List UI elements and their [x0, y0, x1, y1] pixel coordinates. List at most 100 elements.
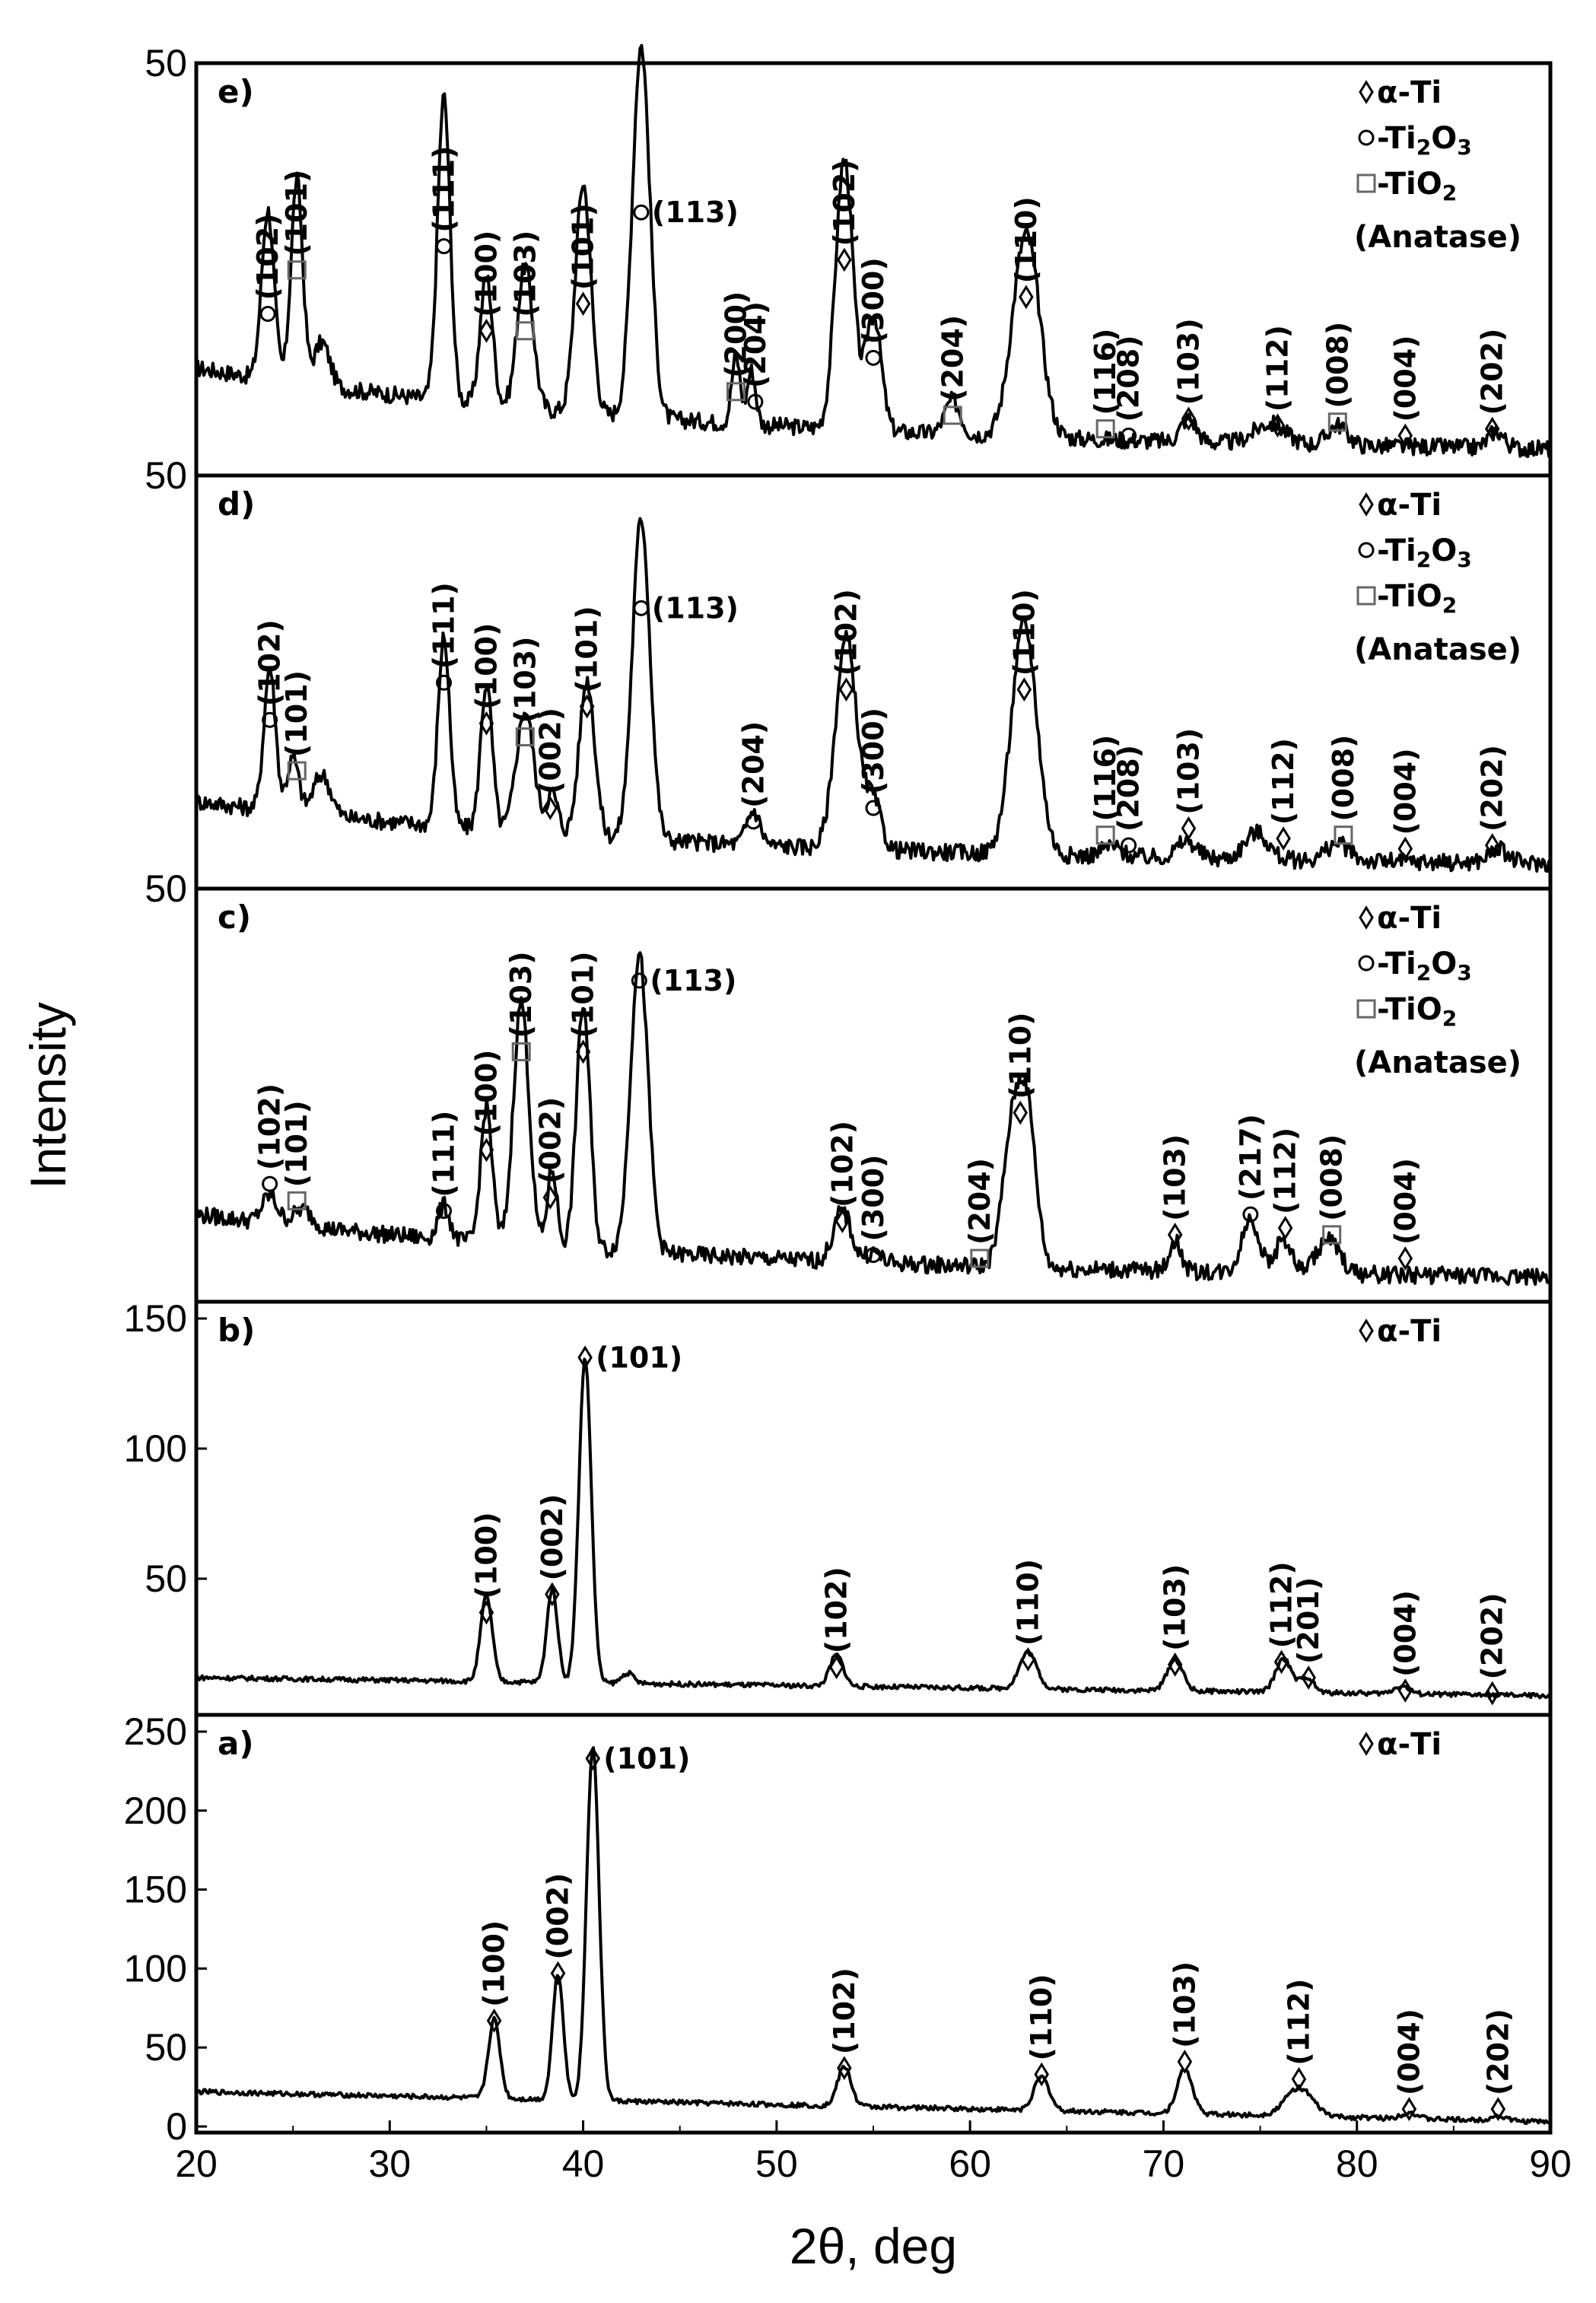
diamond-marker — [1016, 677, 1032, 702]
diamond-marker — [1401, 2097, 1417, 2122]
peak-annotation: (101) — [567, 203, 600, 317]
peak-annotation: (102) — [253, 619, 287, 728]
diamond-marker — [550, 1961, 566, 1986]
x-tick-label: 20 — [175, 2142, 218, 2185]
circle-marker — [633, 600, 650, 616]
peak-annotation: (103) — [1159, 1134, 1192, 1247]
peak-hkl-label: (111) — [427, 1111, 460, 1198]
legend-diamond-icon — [1359, 905, 1374, 930]
square-marker — [287, 260, 307, 280]
legend-alpha-ti: α-Ti — [1377, 488, 1442, 523]
peak-annotation: (204) — [736, 721, 770, 830]
peak-annotation: (008) — [1327, 735, 1360, 845]
peak-hkl-label: (113) — [650, 964, 736, 997]
peak-annotation: (102) — [828, 159, 861, 272]
peak-annotation: (202) — [1476, 1592, 1509, 1706]
peak-hkl-label: (100) — [478, 1920, 511, 2007]
peak-annotation: (002) — [533, 708, 567, 820]
peak-annotation: (111) — [427, 582, 460, 691]
square-marker — [287, 761, 307, 781]
peak-annotation: (100) — [469, 1512, 503, 1625]
peak-hkl-label: (112) — [1269, 1128, 1302, 1214]
peak-hkl-label: (200) — [719, 291, 752, 378]
legend-alpha-ti: α-Ti — [1377, 1314, 1442, 1349]
y-tick-label: 250 — [124, 1710, 187, 1753]
peak-annotation: (100) — [478, 1920, 511, 2033]
peak-hkl-label: (100) — [469, 1049, 503, 1136]
peak-annotation: (113) — [633, 591, 739, 625]
peak-hkl-label: (112) — [1265, 1561, 1299, 1648]
peak-hkl-label: (110) — [1011, 1559, 1044, 1646]
peak-annotation: (103) — [1168, 1961, 1201, 2074]
diamond-marker — [1397, 836, 1413, 861]
y-tick-label: 100 — [124, 1947, 187, 1990]
peak-hkl-label: (102) — [825, 1121, 859, 1207]
panel-label: c) — [218, 899, 251, 936]
circle-marker — [631, 972, 647, 989]
peak-annotation: (111) — [427, 1111, 460, 1220]
y-axis-title: Intensity — [20, 1002, 76, 1189]
diamond-marker — [478, 1600, 494, 1625]
peak-hkl-label: (004) — [1388, 1158, 1422, 1245]
circle-marker — [1242, 1206, 1259, 1223]
legend-ti2o3: -Ti2O3 — [1377, 533, 1472, 572]
x-tick-label: 70 — [1143, 2142, 1185, 2185]
peak-hkl-label: (008) — [1321, 322, 1354, 409]
square-marker — [1322, 1225, 1342, 1245]
peak-hkl-label: (100) — [469, 623, 503, 710]
peak-hkl-label: (102) — [253, 619, 287, 706]
spectrum-trace — [195, 517, 1552, 873]
peak-annotation: (103) — [1159, 1564, 1192, 1677]
peak-annotation: (002) — [533, 1097, 567, 1210]
y-tick-label: 50 — [145, 42, 187, 84]
diamond-marker — [1276, 826, 1291, 851]
y-tick-label: 50 — [145, 2026, 187, 2069]
peak-annotation: (002) — [542, 1873, 575, 1986]
circle-marker — [262, 711, 278, 728]
peak-annotation: (004) — [1388, 335, 1422, 448]
circle-marker — [1121, 428, 1137, 444]
circle-marker — [1121, 837, 1137, 854]
peak-hkl-label: (202) — [1476, 1592, 1509, 1679]
circle-marker — [435, 674, 452, 691]
peak-annotation: (102) — [820, 1567, 854, 1680]
peak-hkl-label: (101) — [571, 606, 604, 692]
peak-hkl-label: (204) — [963, 1158, 997, 1245]
peak-hkl-label: (217) — [1234, 1114, 1267, 1201]
diamond-marker — [579, 694, 595, 719]
peak-hkl-label: (300) — [857, 257, 890, 344]
diamond-marker — [835, 1209, 850, 1233]
x-axis-title: 2θ, deg — [790, 2218, 957, 2274]
peak-hkl-label: (100) — [469, 231, 503, 317]
peak-annotation: (202) — [1476, 329, 1509, 441]
square-marker — [970, 1249, 990, 1268]
peak-hkl-label: (103) — [504, 951, 538, 1038]
peak-annotation: (300) — [857, 708, 890, 816]
diamond-marker — [1484, 833, 1500, 857]
diamond-marker — [1397, 423, 1413, 448]
peak-hkl-label: (103) — [1159, 1564, 1192, 1651]
peak-annotation: (002) — [536, 1493, 569, 1607]
peak-hkl-label: (102) — [829, 589, 863, 676]
peak-annotation: (101) — [567, 951, 600, 1064]
peak-annotation: (112) — [1267, 738, 1300, 851]
y-tick-label: 150 — [124, 1869, 187, 1911]
legend-square-icon — [1356, 586, 1376, 606]
diamond-marker — [1273, 1649, 1289, 1675]
peak-hkl-label: (110) — [1007, 589, 1041, 676]
peak-hkl-label: (100) — [469, 1512, 503, 1598]
legend-ti2o3: -Ti2O3 — [1377, 946, 1472, 985]
peak-annotation: (100) — [469, 231, 503, 343]
diamond-marker — [1484, 1681, 1500, 1706]
peak-annotation: (008) — [1321, 322, 1354, 432]
peak-hkl-label: (116) — [1089, 735, 1122, 822]
circle-marker — [435, 1203, 452, 1220]
legend-circle-icon — [1358, 955, 1375, 972]
peak-annotation: (204) — [936, 315, 969, 425]
legend-square-icon — [1356, 173, 1376, 193]
peak-hkl-label: (111) — [427, 146, 460, 233]
peak-annotation: (200) — [719, 291, 752, 402]
legend-alpha-ti: α-Ti — [1377, 901, 1442, 936]
diamond-marker — [575, 291, 591, 317]
